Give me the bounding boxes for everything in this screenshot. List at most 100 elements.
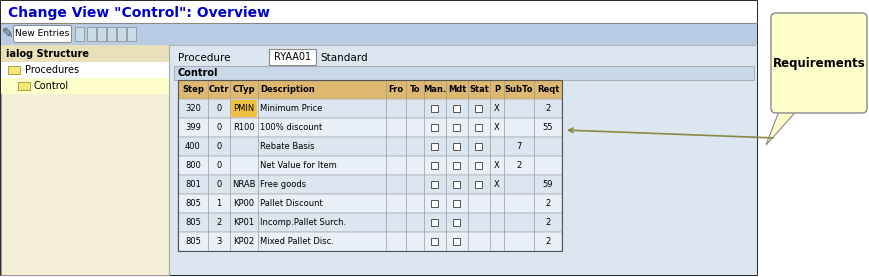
FancyBboxPatch shape [178,175,561,194]
FancyBboxPatch shape [116,27,126,41]
Text: Incomp.Pallet Surch.: Incomp.Pallet Surch. [260,218,346,227]
Text: 805: 805 [185,218,201,227]
FancyBboxPatch shape [1,45,169,275]
Text: Mixed Pallet Disc.: Mixed Pallet Disc. [260,237,334,246]
FancyBboxPatch shape [178,194,561,213]
Text: 400: 400 [185,142,201,151]
FancyBboxPatch shape [453,238,460,245]
Text: RYAA01: RYAA01 [274,52,311,62]
FancyBboxPatch shape [453,200,460,207]
FancyBboxPatch shape [475,105,482,112]
Text: PMIN: PMIN [233,104,255,113]
FancyBboxPatch shape [431,219,438,226]
Text: 2: 2 [216,218,222,227]
Text: R100: R100 [233,123,255,132]
Text: 801: 801 [185,180,201,189]
Text: 59: 59 [542,180,553,189]
FancyBboxPatch shape [1,1,756,275]
FancyBboxPatch shape [178,118,561,137]
Text: 100% discount: 100% discount [260,123,322,132]
Text: 2: 2 [545,218,550,227]
FancyBboxPatch shape [453,124,460,131]
FancyBboxPatch shape [178,213,561,232]
FancyBboxPatch shape [8,66,20,74]
Text: X: X [494,123,500,132]
FancyBboxPatch shape [475,124,482,131]
FancyBboxPatch shape [770,13,866,113]
FancyBboxPatch shape [1,1,756,23]
Text: 55: 55 [542,123,553,132]
Text: KP01: KP01 [233,218,255,227]
FancyBboxPatch shape [431,200,438,207]
FancyBboxPatch shape [87,27,96,41]
FancyBboxPatch shape [475,181,482,188]
FancyBboxPatch shape [453,181,460,188]
Text: Procedures: Procedures [25,65,79,75]
Text: Control: Control [178,68,218,78]
Text: 2: 2 [545,237,550,246]
FancyBboxPatch shape [453,219,460,226]
FancyBboxPatch shape [475,162,482,169]
Text: New Entries: New Entries [15,29,69,39]
FancyBboxPatch shape [431,105,438,112]
FancyBboxPatch shape [178,232,561,251]
Text: Description: Description [260,85,315,94]
Text: 0: 0 [216,123,222,132]
FancyBboxPatch shape [1,62,169,78]
FancyBboxPatch shape [453,162,460,169]
Text: 0: 0 [216,142,222,151]
Text: X: X [494,161,500,170]
FancyBboxPatch shape [169,45,756,275]
FancyBboxPatch shape [14,25,71,42]
FancyBboxPatch shape [174,66,753,80]
Text: 3: 3 [216,237,222,246]
Text: Step: Step [182,85,203,94]
Text: Standard: Standard [320,53,368,63]
FancyBboxPatch shape [431,181,438,188]
FancyBboxPatch shape [127,27,136,41]
FancyBboxPatch shape [178,156,561,175]
FancyBboxPatch shape [178,80,561,99]
FancyBboxPatch shape [431,238,438,245]
Text: 320: 320 [185,104,201,113]
FancyBboxPatch shape [75,27,84,41]
Text: Change View "Control": Overview: Change View "Control": Overview [8,6,269,20]
Text: 800: 800 [185,161,201,170]
FancyBboxPatch shape [453,143,460,150]
FancyBboxPatch shape [431,124,438,131]
Text: 2: 2 [545,199,550,208]
FancyBboxPatch shape [431,162,438,169]
FancyBboxPatch shape [269,49,315,65]
Text: 1: 1 [216,199,222,208]
Polygon shape [765,106,800,145]
Text: SubTo: SubTo [504,85,533,94]
FancyBboxPatch shape [178,137,561,156]
Text: KP02: KP02 [233,237,255,246]
FancyBboxPatch shape [18,82,30,90]
Text: ✎: ✎ [3,27,14,41]
Text: 805: 805 [185,237,201,246]
Text: CTyp: CTyp [233,85,255,94]
Text: X: X [494,104,500,113]
Text: 0: 0 [216,161,222,170]
Text: 7: 7 [515,142,521,151]
Text: Reqt: Reqt [536,85,559,94]
Text: Rebate Basis: Rebate Basis [260,142,314,151]
Text: 2: 2 [545,104,550,113]
FancyBboxPatch shape [1,45,169,62]
Text: Fro: Fro [388,85,403,94]
Text: Procedure: Procedure [178,53,230,63]
Text: Man.: Man. [423,85,446,94]
Text: 0: 0 [216,104,222,113]
FancyBboxPatch shape [1,78,169,94]
Text: Net Value for Item: Net Value for Item [260,161,336,170]
Text: 0: 0 [216,180,222,189]
Text: Stat: Stat [468,85,488,94]
Text: Pallet Discount: Pallet Discount [260,199,322,208]
FancyBboxPatch shape [453,105,460,112]
Text: Cntr: Cntr [209,85,229,94]
Text: 805: 805 [185,199,201,208]
Text: Free goods: Free goods [260,180,306,189]
Text: 399: 399 [185,123,201,132]
Text: Control: Control [34,81,69,91]
